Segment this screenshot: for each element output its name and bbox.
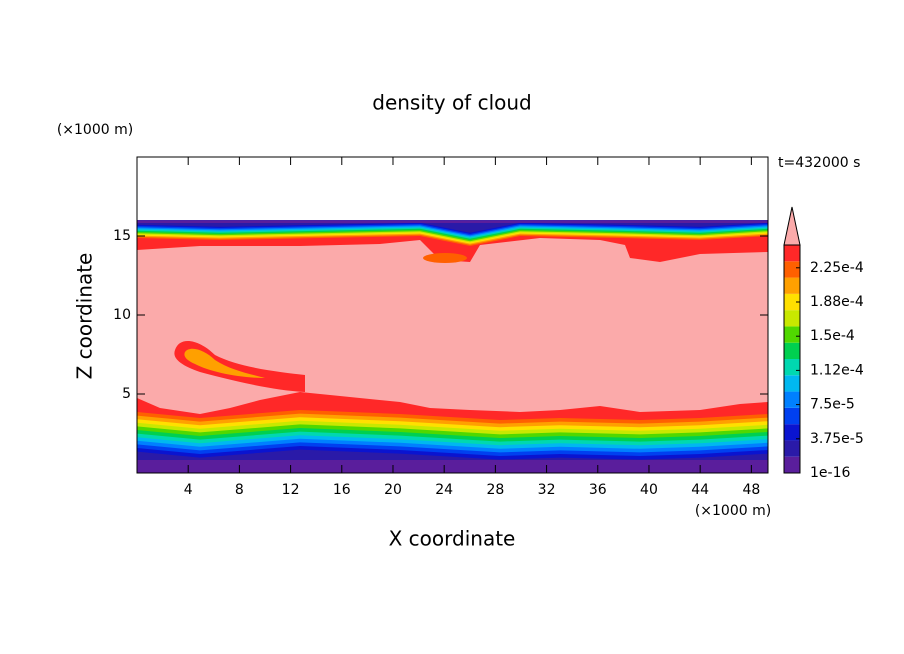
- colorbar-cell: [784, 342, 800, 359]
- x-tick-label: 32: [538, 482, 556, 498]
- colorbar-tick-label: 2.25e-4: [810, 260, 864, 276]
- x-tick-label: 4: [184, 482, 193, 498]
- colorbar-cell: [784, 245, 800, 262]
- colorbar-cell: [784, 440, 800, 457]
- contour-band: [137, 460, 768, 473]
- x-tick-label: 12: [282, 482, 300, 498]
- x-tick-label: 28: [486, 482, 504, 498]
- y-unit: (×1000 m): [57, 122, 133, 138]
- colorbar-cell: [784, 326, 800, 343]
- colorbar-cell: [784, 293, 800, 311]
- y-axis-title: Z coordinate: [73, 253, 97, 380]
- x-tick-label: 36: [589, 482, 607, 498]
- y-tick-label: 15: [113, 228, 131, 244]
- contour-band: [184, 348, 265, 378]
- colorbar-cell: [784, 424, 800, 441]
- colorbar-cell: [784, 261, 800, 278]
- contour-band: [137, 220, 768, 233]
- colorbar-tick-label: 7.5e-5: [810, 397, 855, 413]
- colorbar-tick-label: 1e-16: [810, 465, 850, 481]
- annotation: t=432000 s: [778, 155, 860, 171]
- x-tick-label: 44: [691, 482, 709, 498]
- colorbar-tick-label: 3.75e-5: [810, 431, 864, 447]
- colorbar-frame: [783, 244, 801, 474]
- colorbar-tick-label: 1.88e-4: [810, 294, 864, 310]
- colorbar-cell: [784, 310, 800, 327]
- x-tick-label: 8: [235, 482, 244, 498]
- colorbar-cell: [784, 277, 800, 294]
- colorbar-extend: [783, 206, 801, 246]
- colorbar-tick-label: 1.12e-4: [810, 362, 864, 378]
- x-tick-label: 48: [742, 482, 760, 498]
- contour-band: [137, 220, 768, 223]
- x-unit: (×1000 m): [695, 503, 771, 519]
- x-tick-label: 24: [435, 482, 453, 498]
- colorbar-tick-label: 1.5e-4: [810, 328, 855, 344]
- y-tick-label: 5: [122, 386, 131, 402]
- y-tick-label: 10: [113, 307, 131, 323]
- x-tick-label: 16: [333, 482, 351, 498]
- colorbar-cell: [784, 375, 800, 392]
- colorbar-cell: [784, 391, 800, 408]
- x-tick-label: 20: [384, 482, 402, 498]
- colorbar-cell: [784, 456, 800, 473]
- chart-title: density of cloud: [372, 91, 531, 115]
- x-axis-title: X coordinate: [389, 527, 516, 551]
- x-tick-label: 40: [640, 482, 658, 498]
- colorbar-cell: [784, 359, 800, 376]
- contour-band: [423, 253, 467, 263]
- contour-field: [137, 220, 768, 473]
- colorbar-cell: [784, 407, 800, 425]
